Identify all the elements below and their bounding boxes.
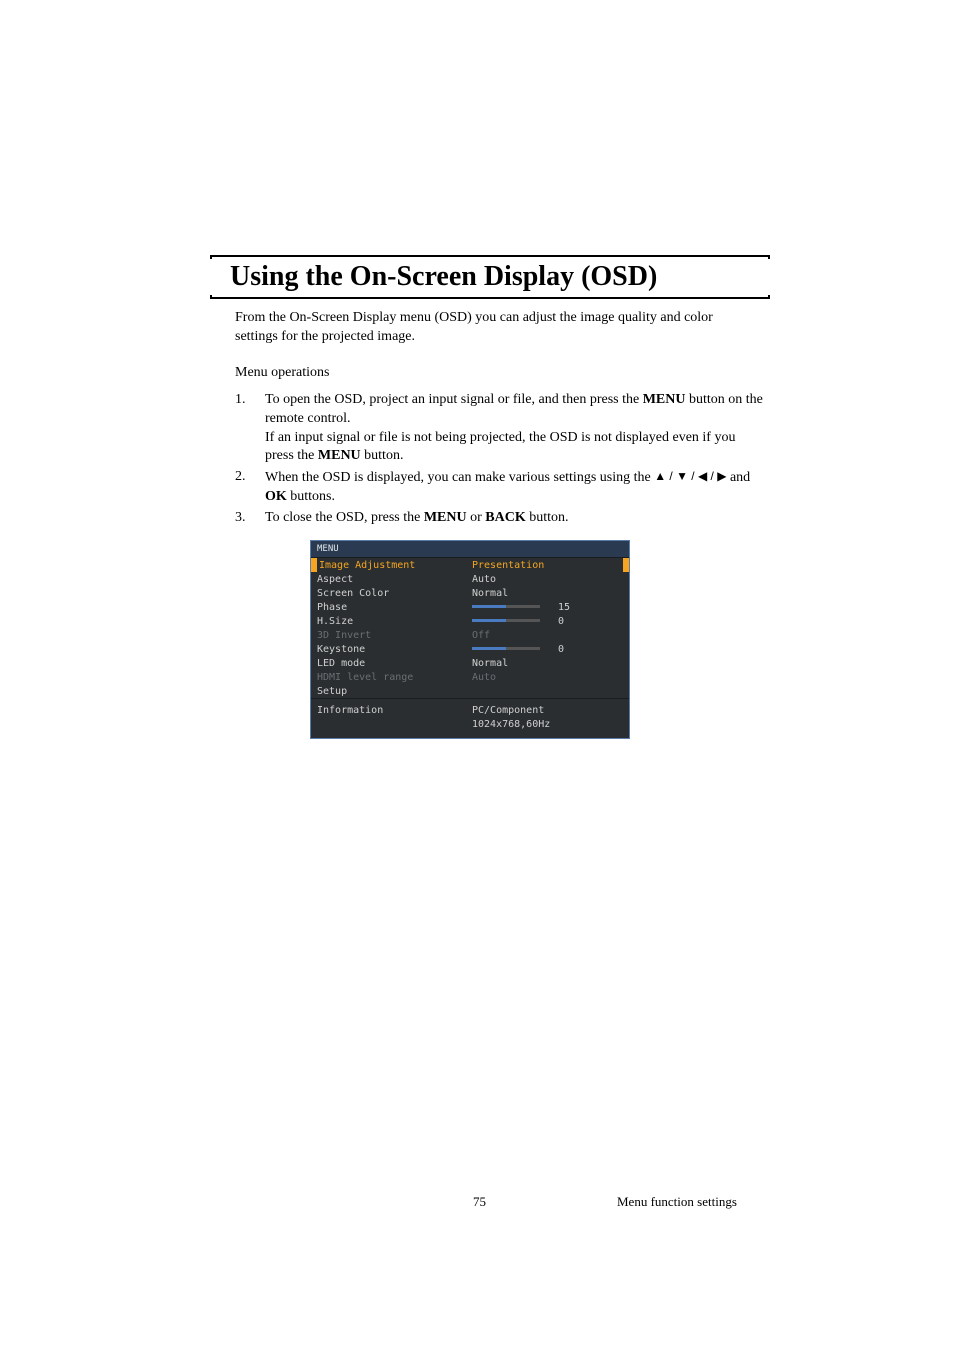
- osd-row-label: 3D Invert: [317, 630, 472, 641]
- osd-row-image-adjustment: Image AdjustmentPresentation: [311, 558, 629, 572]
- osd-row-label: Aspect: [317, 574, 472, 585]
- arrow-icons: ▲ / ▼ / ◀ / ▶: [654, 469, 726, 483]
- steps-list: 1. To open the OSD, project an input sig…: [235, 391, 765, 528]
- osd-row-label: Setup: [317, 686, 472, 697]
- osd-row-led-mode: LED modeNormal: [311, 656, 629, 670]
- osd-row-value: Presentation: [472, 560, 621, 571]
- osd-row-label: Keystone: [317, 644, 472, 655]
- ok-bold: OK: [265, 489, 287, 504]
- osd-row-value: 0: [472, 644, 623, 655]
- menu-bold-1: MENU: [643, 392, 686, 407]
- back-bold: BACK: [485, 510, 525, 525]
- osd-row-aspect: AspectAuto: [311, 572, 629, 586]
- osd-row-value: 0: [472, 616, 623, 627]
- osd-row-label: LED mode: [317, 658, 472, 669]
- osd-info-value-2: 1024x768,60Hz: [472, 719, 623, 731]
- osd-header: MENU: [311, 541, 629, 558]
- osd-row-3d-invert: 3D InvertOff: [311, 628, 629, 642]
- chapter-name: Menu function settings: [617, 1194, 737, 1210]
- osd-info-value-1: PC/Component: [472, 705, 623, 717]
- step-2-number: 2.: [235, 468, 265, 507]
- menu-bold-3: MENU: [424, 510, 467, 525]
- osd-row-value: 15: [472, 602, 623, 613]
- step-3-text: To close the OSD, press the MENU or BACK…: [265, 509, 765, 528]
- menu-operations-subhead: Menu operations: [235, 365, 774, 381]
- osd-slider-fill: [472, 619, 506, 622]
- page-number: 75: [473, 1194, 486, 1210]
- osd-slider-value: 0: [558, 616, 564, 627]
- osd-row-value: Auto: [472, 574, 623, 585]
- menu-bold-2: MENU: [318, 448, 361, 463]
- osd-row-value: Off: [472, 630, 623, 641]
- osd-row-value: Normal: [472, 658, 623, 669]
- step-3-number: 3.: [235, 509, 265, 528]
- osd-row-keystone: Keystone 0: [311, 642, 629, 656]
- osd-row-hdmi-level-range: HDMI level rangeAuto: [311, 670, 629, 684]
- osd-row-phase: Phase 15: [311, 600, 629, 614]
- title-rule-bottom: [210, 295, 770, 299]
- osd-row-label: Phase: [317, 602, 472, 613]
- osd-row-screen-color: Screen ColorNormal: [311, 586, 629, 600]
- osd-row-setup: Setup: [311, 684, 629, 698]
- osd-slider-track: [472, 647, 540, 650]
- step-2-text: When the OSD is displayed, you can make …: [265, 468, 765, 507]
- osd-row-label: Screen Color: [317, 588, 472, 599]
- osd-info-label: Information: [317, 705, 472, 717]
- osd-info-row-1: Information PC/Component: [311, 704, 629, 718]
- osd-slider-value: 15: [558, 602, 570, 613]
- osd-slider-value: 0: [558, 644, 564, 655]
- osd-menu: MENU Image AdjustmentPresentationAspectA…: [310, 540, 630, 739]
- osd-row-label: H.Size: [317, 616, 472, 627]
- osd-row-value: Normal: [472, 588, 623, 599]
- osd-slider-fill: [472, 605, 506, 608]
- osd-slider-track: [472, 605, 540, 608]
- osd-slider-track: [472, 619, 540, 622]
- osd-row-h-size: H.Size 0: [311, 614, 629, 628]
- osd-row-label: HDMI level range: [317, 672, 472, 683]
- step-2: 2. When the OSD is displayed, you can ma…: [235, 468, 765, 507]
- step-3: 3. To close the OSD, press the MENU or B…: [235, 509, 765, 528]
- section-title: Using the On-Screen Display (OSD): [210, 259, 770, 295]
- osd-row-value: Auto: [472, 672, 623, 683]
- step-1-text: To open the OSD, project an input signal…: [265, 391, 765, 467]
- intro-paragraph: From the On-Screen Display menu (OSD) yo…: [235, 309, 755, 347]
- step-1-number: 1.: [235, 391, 265, 467]
- step-1: 1. To open the OSD, project an input sig…: [235, 391, 765, 467]
- osd-info-row-2: 1024x768,60Hz: [311, 718, 629, 732]
- osd-slider-fill: [472, 647, 506, 650]
- osd-row-label: Image Adjustment: [319, 560, 472, 571]
